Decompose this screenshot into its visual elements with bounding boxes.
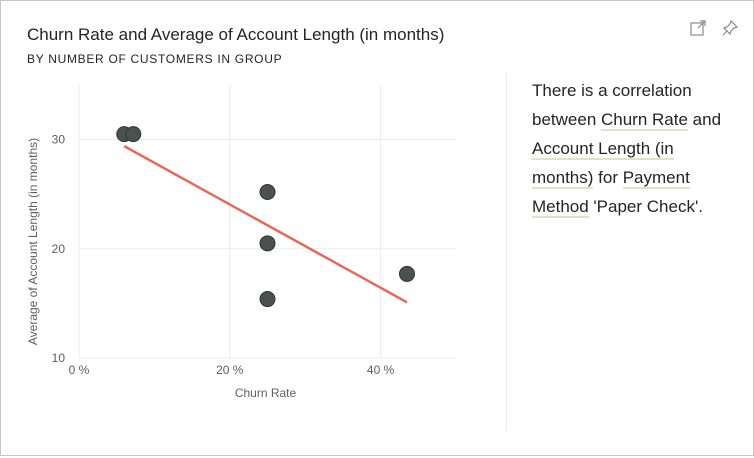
chart-title: Churn Rate and Average of Account Length…: [27, 25, 445, 44]
y-tick-label: 20: [52, 242, 66, 256]
data-point[interactable]: [398, 265, 415, 282]
scatter-chart: 10 20 30 0 % 20 % 40 % Churn Rate Average of Ac…: [26, 85, 456, 400]
pin-icon[interactable]: [721, 19, 739, 37]
narrative-text: and: [687, 110, 722, 129]
x-tick-label: 0 %: [69, 363, 90, 377]
narrative-text: for: [593, 168, 623, 187]
x-tick-label: 20 %: [216, 363, 244, 377]
x-axis-title: Churn Rate: [235, 386, 297, 400]
trend-line: [123, 145, 408, 304]
chart-subtitle: BY NUMBER OF CUSTOMERS IN GROUP: [27, 52, 283, 66]
data-point[interactable]: [125, 126, 142, 143]
data-point[interactable]: [259, 291, 276, 308]
narrative-link-churn-rate[interactable]: Churn Rate: [601, 110, 688, 131]
narrative-text: 'Paper Check'.: [588, 197, 703, 216]
divider: [506, 73, 507, 431]
narrative-link-account-length[interactable]: Account Length (in months): [532, 139, 674, 189]
y-tick-label: 30: [52, 133, 66, 147]
y-tick-label: 10: [52, 351, 66, 365]
visual-header-icons: [689, 19, 739, 37]
narrative-text: There is a correlation between: [532, 81, 692, 129]
smart-narrative: There is a correlation between Churn Rat…: [532, 76, 732, 221]
narrative-link-payment-method[interactable]: Payment Method: [532, 168, 690, 218]
y-axis-title: Average of Account Length (in months): [26, 138, 40, 345]
focus-mode-icon[interactable]: [689, 19, 707, 37]
data-point[interactable]: [259, 235, 276, 252]
x-tick-label: 40 %: [367, 363, 395, 377]
data-point[interactable]: [259, 184, 276, 201]
